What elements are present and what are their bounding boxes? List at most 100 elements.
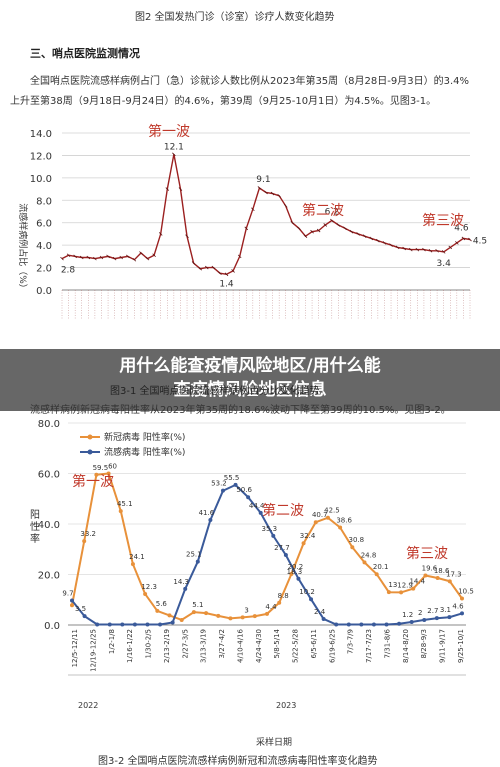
data-point-marker xyxy=(264,190,268,195)
data-label: 12.9 xyxy=(397,581,413,589)
x-tick-label: 1/2-1/8 xyxy=(108,629,116,654)
flu-data-point xyxy=(208,517,213,522)
covid-data-point xyxy=(350,545,355,550)
x-tick-label: 6/19-6/25 xyxy=(328,629,336,663)
data-point-marker xyxy=(336,223,341,227)
y-tick-label: 6.0 xyxy=(36,219,52,230)
data-point-marker xyxy=(310,229,314,234)
covid-data-point xyxy=(179,617,184,622)
data-point-marker xyxy=(158,232,163,236)
data-point-marker xyxy=(468,237,472,242)
data-point-marker xyxy=(448,245,453,250)
data-label: 14.4 xyxy=(409,578,425,586)
data-label: 45.1 xyxy=(117,500,133,508)
wave-3-annotation: 第三波 xyxy=(406,545,448,562)
data-label: 24.8 xyxy=(361,551,377,559)
covid-data-point xyxy=(265,611,269,616)
paragraph1-line2: 上升至第38周（9月18日-9月24日）的4.6%，第39周（9月25-10月1… xyxy=(10,96,437,107)
fig32-caption: 图3-2 全国哨点医院流感样病例新冠和流感病毒阳性率变化趋势 xyxy=(98,756,378,767)
data-point-marker xyxy=(126,254,130,259)
covid-data-point xyxy=(70,603,74,608)
flu-data-point xyxy=(434,616,439,621)
data-label: 20.1 xyxy=(373,563,389,571)
data-point-marker xyxy=(297,226,301,231)
y-tick-label: 14.0 xyxy=(30,129,52,140)
data-point-marker xyxy=(316,228,321,233)
x-tick-label: 9/25-10/1 xyxy=(457,629,465,663)
flu-data-point xyxy=(321,616,326,621)
data-point-marker xyxy=(428,248,433,253)
flu-data-point xyxy=(384,622,389,627)
wave-2-annotation: 第二波 xyxy=(302,202,344,219)
legend-covid-marker xyxy=(87,434,93,440)
data-label: 3.4 xyxy=(437,259,452,269)
flu-data-point xyxy=(409,619,414,624)
covid-data-point xyxy=(216,613,221,618)
data-point-marker xyxy=(185,234,189,238)
data-point-marker xyxy=(224,272,229,277)
data-point-marker xyxy=(441,250,446,254)
data-label: 2.7 xyxy=(427,607,438,615)
data-label: 40.7 xyxy=(312,511,328,519)
y-axis-label: 流感样病例占比（%） xyxy=(17,203,29,293)
flu-data-point xyxy=(422,617,427,622)
covid-data-point xyxy=(435,576,440,581)
data-label: 3.5 xyxy=(75,605,86,613)
flu-data-point xyxy=(397,621,402,626)
data-point-marker xyxy=(244,226,249,231)
data-label: 50.6 xyxy=(236,486,252,494)
banner-title-line1: 用什么能查疫情风险地区/用什么能 xyxy=(119,356,381,376)
data-label: 4.6 xyxy=(452,602,464,610)
covid-data-point xyxy=(191,610,196,615)
covid-data-point xyxy=(106,471,111,476)
flu-series-line xyxy=(71,483,463,626)
covid-series-line xyxy=(71,472,463,622)
data-point-marker xyxy=(303,234,308,238)
data-point-marker xyxy=(270,191,275,196)
covid-data-point xyxy=(460,596,464,601)
data-label: 13 xyxy=(388,581,397,589)
data-label: 60 xyxy=(108,463,117,471)
data-label: 10.2 xyxy=(299,588,315,596)
legend-covid-label: 新冠病毒 阳性率(%) xyxy=(104,431,185,443)
data-point-marker xyxy=(231,269,235,273)
flu-data-point xyxy=(359,622,364,627)
x-tick-label: 6/5-6/11 xyxy=(310,629,318,659)
flu-data-point xyxy=(283,553,288,558)
wave-1-annotation: 第一波 xyxy=(148,123,190,140)
data-point-marker xyxy=(415,247,420,252)
covid-data-point xyxy=(289,571,294,576)
flu-data-point xyxy=(233,482,238,487)
data-label: 1.2 xyxy=(402,611,413,619)
data-point-marker xyxy=(60,256,64,261)
data-point-marker xyxy=(382,241,387,245)
flu-data-point xyxy=(447,615,452,620)
data-label: 12.3 xyxy=(141,583,157,591)
flu-data-point xyxy=(107,622,112,627)
x-tick-label: 1/16-1/22 xyxy=(126,629,134,663)
section-heading: 三、哨点医院监测情况 xyxy=(30,47,140,60)
data-point-marker xyxy=(435,248,439,253)
data-point-marker xyxy=(461,236,466,241)
covid-data-point xyxy=(252,614,257,619)
paragraph1-line1: 全国哨点医院流感样病例占门（急）诊就诊人数比例从2023年第35周（8月28日-… xyxy=(30,76,469,87)
x-tick-label: 5/22-5/28 xyxy=(292,629,300,663)
data-point-marker xyxy=(376,238,380,243)
wave-1-annotation: 第一波 xyxy=(72,473,114,490)
data-label: 53.2 xyxy=(211,480,227,488)
y-tick-label: 20.0 xyxy=(38,571,60,582)
x-tick-label: 8/28-9/3 xyxy=(420,629,428,659)
x-tick-label: 3/13-3/19 xyxy=(200,629,208,663)
data-point-marker xyxy=(422,247,426,252)
x-tick-label: 7/3-7/9 xyxy=(347,629,355,654)
data-point-marker xyxy=(79,255,84,260)
year-2022-label: 2022 xyxy=(78,701,98,710)
flu-data-point xyxy=(120,622,125,627)
x-tick-label: 4/10-4/16 xyxy=(236,628,244,663)
data-point-marker xyxy=(237,254,242,259)
data-point-marker xyxy=(99,255,104,260)
data-point-marker xyxy=(172,152,176,157)
covid-data-point xyxy=(82,539,87,544)
data-label: 35.3 xyxy=(261,525,277,533)
y-tick-label: 10.0 xyxy=(30,174,52,185)
